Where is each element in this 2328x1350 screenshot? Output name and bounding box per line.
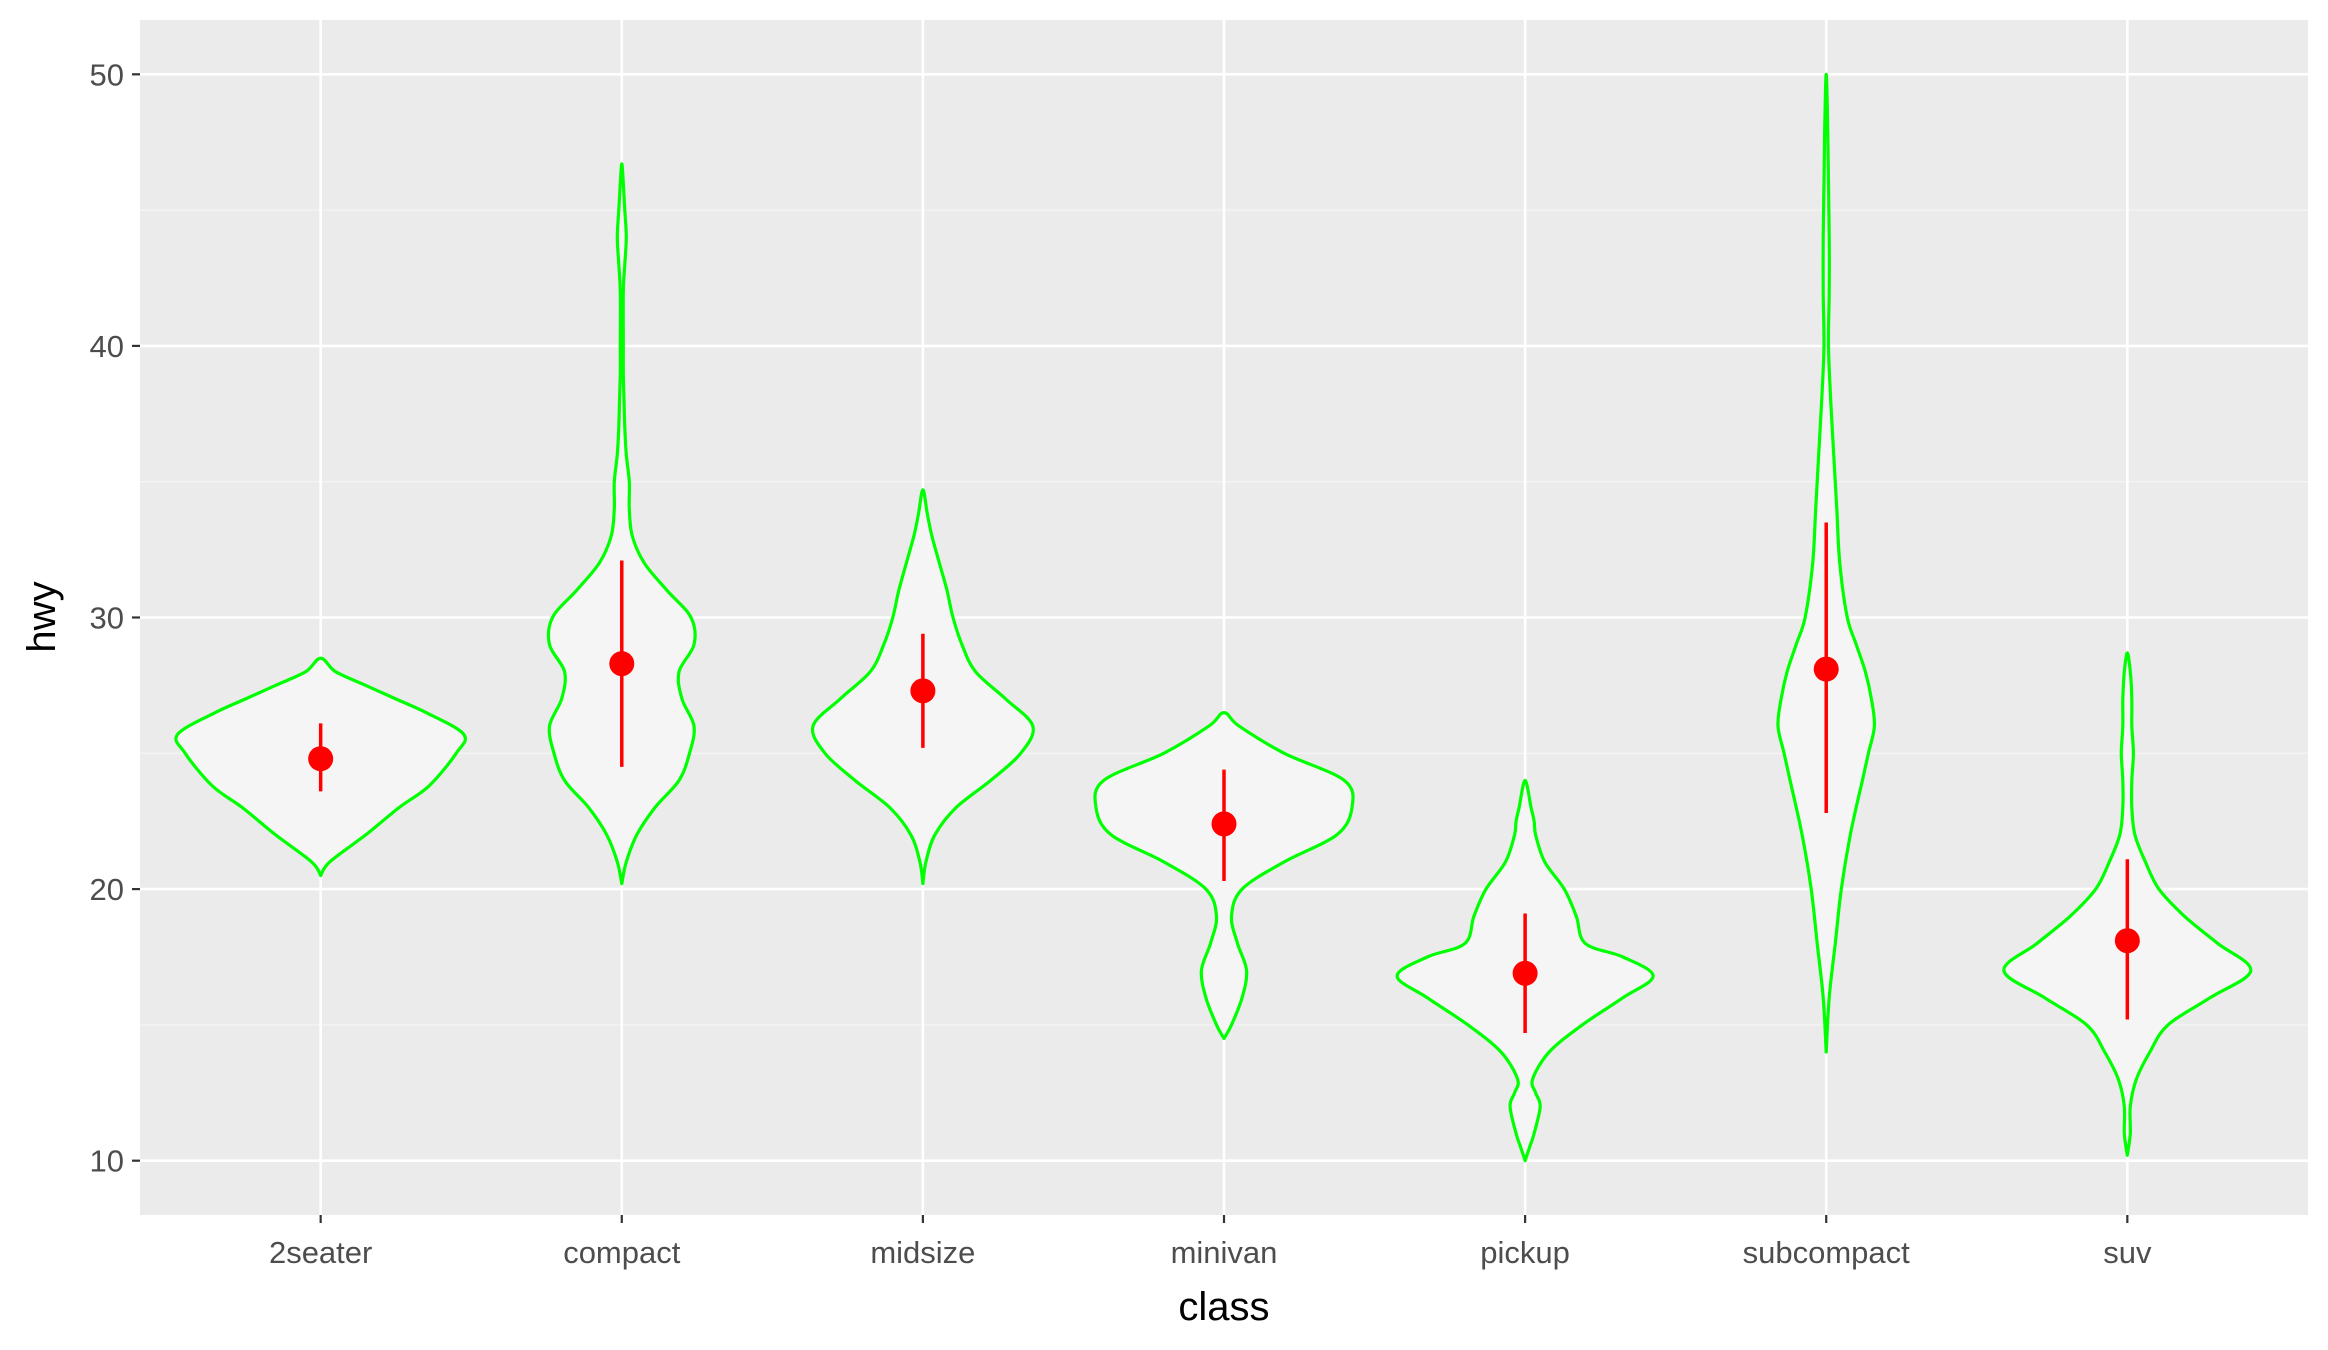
- mean-point-compact: [609, 651, 635, 677]
- x-tick-label: suv: [2103, 1235, 2152, 1270]
- mean-point-suv: [2114, 928, 2140, 954]
- x-tick-label: midsize: [870, 1235, 975, 1270]
- violin-compact: [546, 162, 697, 886]
- summary-stats: [308, 522, 2140, 1034]
- x-axis: 2seater compact midsize minivan pickup subcom…: [269, 1215, 2152, 1270]
- mean-point-minivan: [1211, 811, 1237, 837]
- mean-point-midsize: [910, 678, 936, 704]
- y-tick-label: 30: [90, 601, 124, 636]
- x-tick-label: 2seater: [269, 1235, 372, 1270]
- mean-point-2seater: [308, 746, 334, 772]
- x-tick-label: subcompact: [1743, 1235, 1911, 1270]
- y-tick-label: 40: [90, 329, 124, 364]
- y-tick-label: 20: [90, 872, 124, 907]
- x-tick-label: compact: [563, 1235, 681, 1270]
- x-tick-label: pickup: [1480, 1235, 1570, 1270]
- x-tick-label: minivan: [1171, 1235, 1278, 1270]
- x-axis-title: class: [1178, 1285, 1269, 1329]
- y-axis: 10 20 30 40 50: [90, 57, 140, 1179]
- mean-point-pickup: [1512, 960, 1538, 986]
- mean-point-subcompact: [1813, 656, 1839, 682]
- y-tick-label: 50: [90, 57, 124, 92]
- y-tick-label: 10: [90, 1144, 124, 1179]
- y-axis-title: hwy: [20, 581, 64, 652]
